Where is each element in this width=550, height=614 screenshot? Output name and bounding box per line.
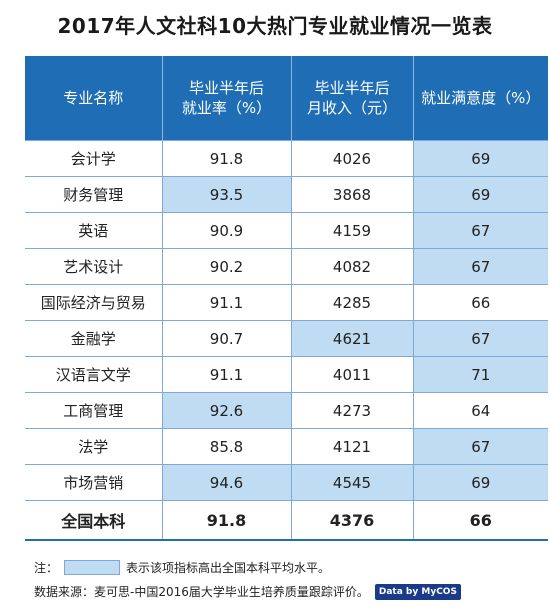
header-major-label: 专业名称 (63, 89, 124, 107)
table-row: 英语 90.9 4159 67 (25, 212, 548, 249)
employment-table: 专业名称 毕业半年后 就业率（%） 毕业半年后 月收入（元） 就业满意度（%） … (25, 56, 548, 541)
employment-cell: 92.6 (161, 392, 292, 429)
legend-note: 注： 表示该项指标高出全国本科平均水平。 (34, 559, 330, 576)
major-cell: 市场营销 (25, 464, 163, 501)
header-income: 毕业半年后 月收入（元） (290, 56, 414, 141)
satisfaction-cell: 67 (412, 320, 548, 357)
total-satisfaction-cell: 66 (412, 500, 548, 541)
header-income-line2: 月收入（元） (306, 99, 397, 117)
employment-cell: 90.9 (161, 212, 292, 249)
major-cell: 财务管理 (25, 176, 163, 213)
employment-cell: 91.1 (161, 356, 292, 393)
highlight-swatch (64, 560, 121, 575)
header-row: 专业名称 毕业半年后 就业率（%） 毕业半年后 月收入（元） 就业满意度（%） (25, 56, 548, 141)
major-cell: 金融学 (25, 320, 163, 357)
header-employment-line1: 毕业半年后 (188, 79, 264, 97)
note-prefix: 注： (34, 561, 59, 575)
employment-cell: 91.1 (161, 284, 292, 321)
employment-cell: 93.5 (161, 176, 292, 213)
satisfaction-cell: 67 (412, 248, 548, 285)
income-cell: 4082 (290, 248, 414, 285)
employment-cell: 91.8 (161, 140, 292, 177)
table-row: 金融学 90.7 4621 67 (25, 320, 548, 357)
table-row: 财务管理 93.5 3868 69 (25, 176, 548, 213)
table-row: 国际经济与贸易 91.1 4285 66 (25, 284, 548, 321)
table-title: 2017年人文社科10大热门专业就业情况一览表 (57, 14, 493, 38)
satisfaction-cell: 69 (412, 176, 548, 213)
major-cell: 国际经济与贸易 (25, 284, 163, 321)
note-text: 表示该项指标高出全国本科平均水平。 (126, 561, 331, 575)
satisfaction-cell: 71 (412, 356, 548, 393)
satisfaction-cell: 64 (412, 392, 548, 429)
satisfaction-cell: 69 (412, 140, 548, 177)
total-employment-cell: 91.8 (161, 500, 292, 541)
income-cell: 4621 (290, 320, 414, 357)
table-row: 法学 85.8 4121 67 (25, 428, 548, 465)
header-satisfaction: 就业满意度（%） (412, 56, 548, 141)
major-cell: 工商管理 (25, 392, 163, 429)
header-satisfaction-label: 就业满意度（%） (421, 89, 541, 107)
employment-cell: 94.6 (161, 464, 292, 501)
income-cell: 3868 (290, 176, 414, 213)
employment-cell: 90.2 (161, 248, 292, 285)
total-income-cell: 4376 (290, 500, 414, 541)
satisfaction-cell: 69 (412, 464, 548, 501)
income-cell: 4121 (290, 428, 414, 465)
table-row: 会计学 91.8 4026 69 (25, 140, 548, 177)
source-text: 数据来源：麦可思-中国2016届大学毕业生培养质量跟踪评价。 (34, 585, 369, 599)
total-label-cell: 全国本科 (25, 500, 163, 541)
total-row: 全国本科 91.8 4376 66 (25, 500, 548, 541)
header-employment: 毕业半年后 就业率（%） (161, 56, 292, 141)
table-row: 艺术设计 90.2 4082 67 (25, 248, 548, 285)
satisfaction-cell: 67 (412, 428, 548, 465)
income-cell: 4545 (290, 464, 414, 501)
major-cell: 法学 (25, 428, 163, 465)
satisfaction-cell: 67 (412, 212, 548, 249)
header-employment-line2: 就业率（%） (181, 99, 272, 117)
satisfaction-cell: 66 (412, 284, 548, 321)
table-row: 市场营销 94.6 4545 69 (25, 464, 548, 501)
mycos-logo: Data by MyCOS (374, 583, 461, 600)
major-cell: 汉语言文学 (25, 356, 163, 393)
header-income-line1: 毕业半年后 (314, 79, 390, 97)
income-cell: 4273 (290, 392, 414, 429)
header-major: 专业名称 (25, 56, 163, 141)
table-row: 汉语言文学 91.1 4011 71 (25, 356, 548, 393)
major-cell: 英语 (25, 212, 163, 249)
table-row: 工商管理 92.6 4273 64 (25, 392, 548, 429)
data-source: 数据来源：麦可思-中国2016届大学毕业生培养质量跟踪评价。 Data by M… (34, 583, 461, 600)
income-cell: 4159 (290, 212, 414, 249)
major-cell: 会计学 (25, 140, 163, 177)
income-cell: 4026 (290, 140, 414, 177)
employment-cell: 85.8 (161, 428, 292, 465)
major-cell: 艺术设计 (25, 248, 163, 285)
employment-cell: 90.7 (161, 320, 292, 357)
income-cell: 4285 (290, 284, 414, 321)
income-cell: 4011 (290, 356, 414, 393)
